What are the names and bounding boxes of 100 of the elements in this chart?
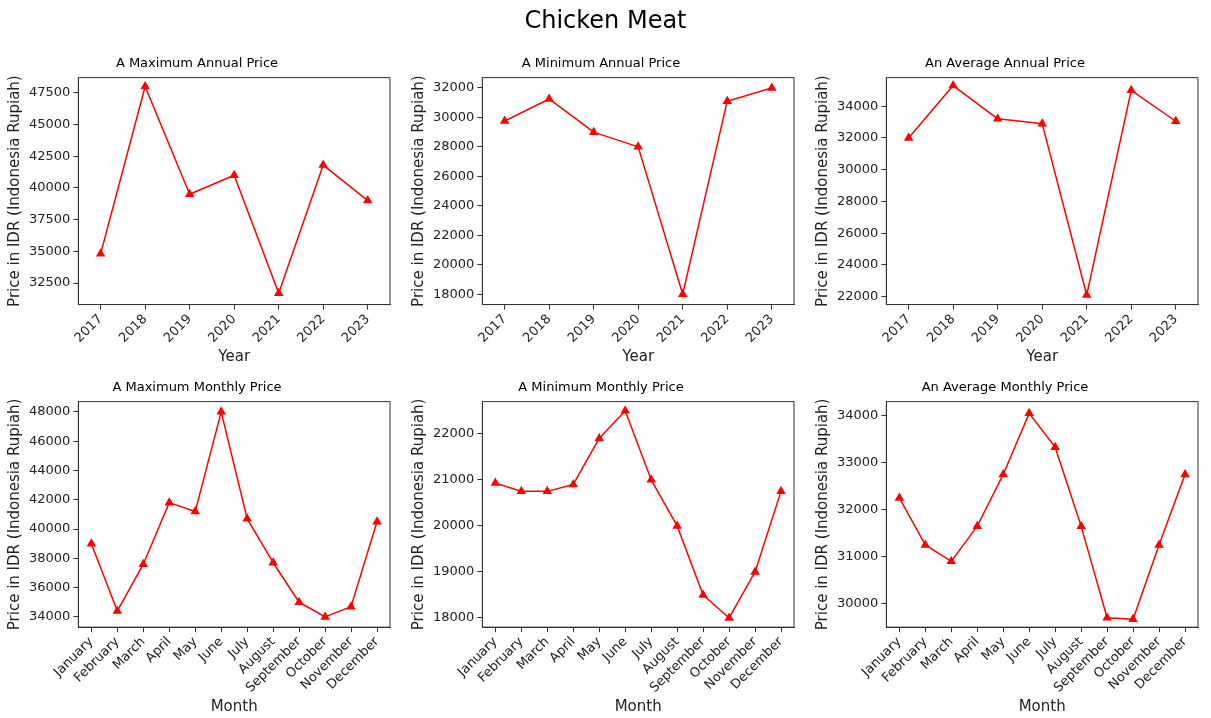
point	[1037, 118, 1047, 127]
point	[139, 559, 148, 567]
point	[1102, 613, 1112, 621]
y-tick-label: 34000	[29, 608, 71, 624]
point	[274, 288, 283, 296]
y-axis-title: Price in IDR (Indonesia Rupiah)	[4, 398, 23, 631]
y-tick-label: 32500	[29, 274, 71, 290]
x-axis-title: Year	[1025, 346, 1059, 365]
y-axis-title: Price in IDR (Indonesia Rupiah)	[4, 75, 23, 307]
point	[620, 406, 630, 414]
y-tick-label: 24000	[433, 197, 475, 213]
point	[999, 469, 1008, 478]
point	[723, 96, 732, 104]
y-axis-title: Price in IDR (Indonesia Rupiah)	[812, 398, 831, 631]
point	[1024, 408, 1034, 417]
point	[1127, 85, 1136, 94]
text: Chicken Meat	[523, 6, 688, 34]
point	[165, 497, 174, 506]
y-tick-label: 48000	[29, 403, 71, 419]
point	[646, 475, 656, 483]
point	[500, 116, 509, 124]
point	[724, 613, 734, 621]
point	[185, 189, 194, 198]
point	[672, 521, 682, 529]
y-tick-label: 36000	[29, 578, 71, 594]
point	[140, 81, 150, 90]
y-tick-label: 28000	[433, 138, 475, 154]
y-tick-label: 32000	[837, 501, 879, 517]
point	[589, 127, 598, 135]
y-tick-label: 33000	[837, 454, 879, 470]
point	[544, 94, 554, 102]
point	[294, 597, 304, 606]
y-tick-label: 45000	[29, 115, 71, 131]
point	[750, 567, 760, 575]
y-tick-label: 22000	[433, 425, 475, 441]
y-tick-label: 18000	[433, 285, 475, 301]
point	[595, 433, 604, 442]
point	[113, 606, 122, 614]
point	[948, 80, 958, 89]
point	[1128, 614, 1138, 622]
point	[363, 195, 372, 204]
point	[767, 83, 776, 91]
point	[346, 601, 356, 610]
y-tick-label: 34000	[837, 407, 879, 423]
x-axis-title: Month	[614, 696, 662, 715]
y-axis-title: Price in IDR (Indonesia Rupiah)	[812, 75, 831, 307]
chart-title: An Average Monthly Price	[921, 379, 1089, 395]
point	[242, 514, 252, 522]
x-axis-title: Year	[621, 346, 655, 365]
point	[319, 160, 328, 168]
point	[678, 289, 687, 298]
y-tick-label: 24000	[837, 256, 879, 272]
x-axis-title: Month	[210, 696, 258, 715]
point	[947, 556, 956, 565]
y-axis-title: Price in IDR (Indonesia Rupiah)	[408, 75, 427, 307]
y-tick-label: 26000	[837, 224, 879, 240]
point	[1050, 442, 1060, 450]
y-tick-label: 40000	[29, 520, 71, 536]
y-tick-label: 34000	[837, 97, 879, 113]
point	[1171, 116, 1180, 124]
y-tick-label: 20000	[433, 517, 475, 533]
y-tick-label: 32000	[433, 79, 475, 95]
y-tick-label: 18000	[433, 609, 475, 625]
chart-title: An Average Annual Price	[925, 55, 1085, 71]
y-tick-label: 32000	[837, 129, 879, 145]
point	[1076, 521, 1086, 529]
y-tick-label: 26000	[433, 167, 475, 183]
y-tick-label: 22000	[433, 226, 475, 242]
point	[320, 612, 330, 620]
point	[776, 486, 786, 495]
point	[1180, 469, 1190, 478]
point	[698, 590, 708, 598]
y-tick-label: 19000	[433, 563, 475, 579]
y-tick-label: 46000	[29, 432, 71, 448]
chart-title: A Maximum Monthly Price	[112, 379, 282, 395]
y-tick-label: 42500	[29, 147, 71, 163]
y-tick-label: 42000	[29, 491, 71, 507]
point	[973, 521, 982, 529]
y-tick-label: 30000	[837, 161, 879, 177]
point	[633, 142, 643, 150]
point	[569, 479, 578, 488]
point	[87, 538, 96, 547]
point	[372, 516, 382, 525]
point	[1154, 540, 1164, 548]
point	[268, 557, 278, 566]
y-axis-title: Price in IDR (Indonesia Rupiah)	[408, 398, 427, 631]
y-tick-label: 21000	[433, 471, 475, 487]
point	[543, 486, 552, 495]
y-tick-label: 20000	[433, 256, 475, 272]
point	[921, 540, 930, 548]
y-tick-label: 30000	[433, 108, 475, 124]
y-tick-label: 40000	[29, 179, 71, 195]
x-axis-title: Year	[217, 346, 251, 365]
point	[191, 506, 200, 515]
y-tick-label: 44000	[29, 461, 71, 477]
y-tick-label: 28000	[837, 192, 879, 208]
y-tick-label: 35000	[29, 242, 71, 258]
point	[229, 170, 239, 178]
point	[216, 407, 226, 415]
chart-title: A Maximum Annual Price	[115, 55, 279, 71]
